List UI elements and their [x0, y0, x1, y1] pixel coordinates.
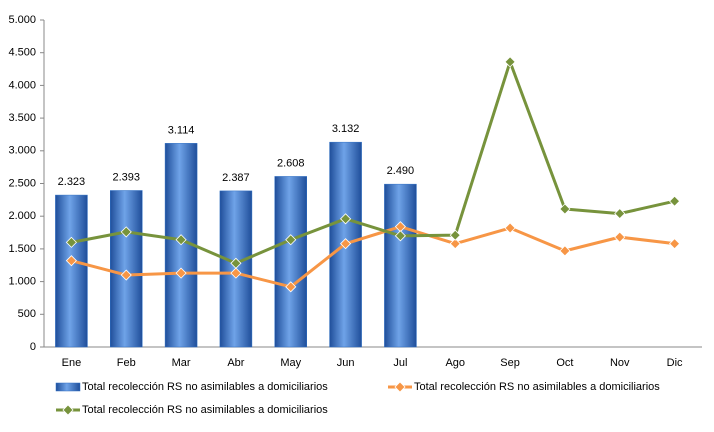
- marker: [175, 267, 187, 279]
- bar: [110, 190, 143, 348]
- y-tick-label: 2.000: [8, 210, 36, 222]
- x-tick-label: Ago: [445, 357, 465, 369]
- x-tick-label: Sep: [500, 357, 520, 369]
- x-tick-label: Nov: [610, 357, 630, 369]
- marker: [669, 238, 681, 250]
- marker: [394, 230, 406, 242]
- y-tick-label: 3.500: [8, 112, 36, 124]
- marker: [65, 236, 77, 248]
- marker: [559, 203, 571, 215]
- y-tick-label: 2.500: [8, 177, 36, 189]
- data-label: 3.114: [168, 124, 195, 136]
- x-tick-label: May: [280, 357, 301, 369]
- marker: [449, 229, 461, 241]
- marker: [120, 269, 132, 281]
- y-tick-label: 1.000: [8, 276, 36, 288]
- x-tick-label: Oct: [556, 357, 573, 369]
- marker: [120, 226, 132, 238]
- bar: [274, 176, 307, 348]
- data-label: 2.490: [387, 165, 415, 177]
- data-label: 2.393: [112, 171, 140, 183]
- bar: [55, 194, 88, 348]
- y-tick-label: 0: [30, 341, 36, 353]
- x-tick-label: Ene: [62, 357, 82, 369]
- legend-swatch: [55, 382, 81, 392]
- marker: [175, 234, 187, 246]
- y-tick-label: 4.000: [8, 79, 36, 91]
- line: [71, 60, 675, 265]
- bar: [384, 183, 417, 348]
- line: [71, 225, 675, 289]
- y-tick-label: 500: [18, 308, 36, 320]
- x-tick-label: Dic: [667, 357, 683, 369]
- marker: [669, 195, 681, 207]
- marker: [340, 213, 352, 225]
- marker: [504, 56, 516, 68]
- marker: [614, 231, 626, 243]
- x-tick-label: Mar: [172, 357, 191, 369]
- data-label: 2.323: [58, 176, 86, 188]
- marker: [559, 245, 571, 257]
- y-tick-label: 3.000: [8, 145, 36, 157]
- x-tick-label: Feb: [117, 357, 136, 369]
- marker: [504, 222, 516, 234]
- data-label: 3.132: [332, 123, 360, 135]
- y-tick-label: 5.000: [8, 14, 36, 26]
- legend-label: Total recolección RS no asimilables a do…: [82, 404, 328, 416]
- y-tick-label: 4.500: [8, 47, 36, 59]
- legend-label: Total recolección RS no asimilables a do…: [82, 381, 328, 393]
- marker: [340, 238, 352, 250]
- x-tick-label: Jun: [337, 357, 355, 369]
- x-tick-label: Jul: [393, 357, 407, 369]
- data-label: 2.608: [277, 157, 305, 169]
- marker: [614, 208, 626, 220]
- data-label: 2.387: [222, 172, 250, 184]
- marker: [285, 234, 297, 246]
- legend-marker: [394, 381, 406, 393]
- legend-marker: [62, 404, 74, 416]
- x-tick-label: Abr: [227, 357, 244, 369]
- marker: [65, 255, 77, 267]
- legend-label: Total recolección RS no asimilables a do…: [414, 381, 660, 393]
- y-tick-label: 1.500: [8, 243, 36, 255]
- marker: [449, 238, 461, 250]
- marker: [230, 257, 242, 269]
- marker: [285, 281, 297, 293]
- marker: [230, 267, 242, 279]
